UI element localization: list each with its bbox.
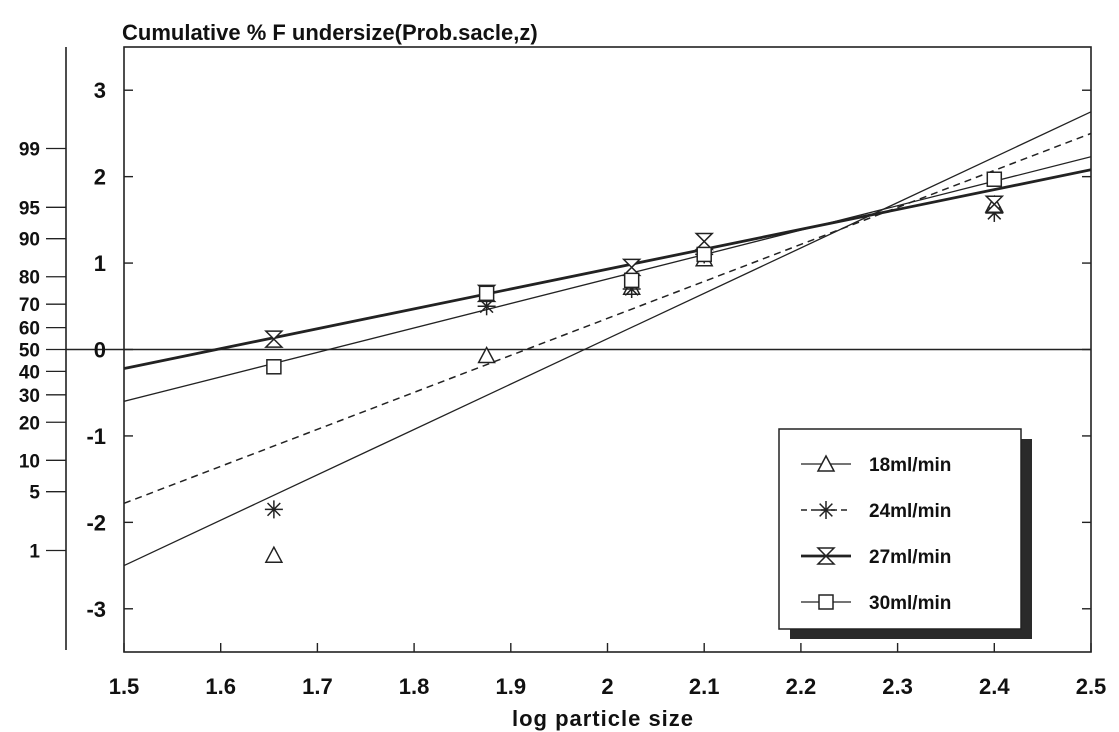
percent-tick-label: 70 — [19, 295, 40, 316]
legend-marker-hourglass — [816, 547, 836, 565]
y-tick-label: -2 — [86, 510, 106, 535]
x-tick-label: 1.6 — [205, 674, 236, 699]
x-tick-label: 2.4 — [979, 674, 1010, 699]
legend-label: 18ml/min — [869, 455, 951, 476]
fit-line-24ml-min — [124, 132, 1091, 505]
x-tick-label: 2 — [601, 674, 613, 699]
percent-tick-label: 30 — [19, 386, 40, 407]
percent-tick-label: 10 — [19, 451, 40, 472]
data-point-hourglass — [621, 258, 642, 277]
triangle-marker-shape — [816, 454, 836, 472]
hourglass-marker-shape — [621, 258, 642, 277]
y-tick-label: 1 — [94, 251, 106, 276]
percent-tick-label: 60 — [19, 319, 40, 340]
hourglass-marker-shape — [816, 547, 836, 565]
x-tick-label: 1.5 — [109, 674, 140, 699]
square-marker-shape — [623, 272, 640, 289]
legend-marker-square — [818, 594, 834, 610]
percent-tick-label: 99 — [19, 139, 40, 160]
legend-marker-asterisk — [817, 501, 835, 519]
percent-tick-label: 5 — [29, 483, 40, 504]
x-tick-label: 2.2 — [786, 674, 817, 699]
percent-tick-label: 1 — [29, 542, 40, 563]
data-point-square — [266, 359, 282, 375]
data-point-hourglass — [694, 232, 715, 251]
legend: 18ml/min 24ml/min 27ml/min 30ml/min — [778, 428, 1032, 639]
hourglass-marker-shape — [984, 195, 1005, 214]
x-axis-label: log particle size — [512, 706, 694, 731]
data-point-triangle — [477, 345, 496, 364]
x-tick-label: 2.3 — [882, 674, 913, 699]
legend-label: 24ml/min — [869, 501, 951, 522]
square-marker-shape — [986, 171, 1003, 187]
triangle-marker-shape — [477, 345, 496, 364]
legend-label: 27ml/min — [869, 547, 951, 568]
square-marker-shape — [696, 246, 712, 263]
y-tick-label: 0 — [94, 338, 106, 363]
x-tick-label: 1.7 — [302, 674, 333, 699]
legend-marker-triangle — [816, 454, 836, 472]
plot-area: 1.5 1.6 1.7 1.8 1.9 2 2.1 2.2 2.3 2.4 2.5 -3 -2 -1 0 1 2… — [19, 46, 1107, 699]
data-point-square — [478, 285, 495, 302]
fit-line-30ml-min — [124, 156, 1091, 402]
hourglass-marker-shape — [264, 330, 284, 348]
legend-label: 30ml/min — [869, 593, 951, 614]
data-point-hourglass — [984, 195, 1005, 214]
x-tick-label: 2.1 — [689, 674, 720, 699]
chart-title: Cumulative % F undersize(Prob.sacle,z) — [122, 20, 538, 45]
square-marker-shape — [478, 285, 495, 302]
triangle-marker-shape — [264, 545, 284, 563]
y-tick-label: 2 — [94, 165, 106, 190]
fit-line-27ml-min — [124, 168, 1091, 370]
data-point-square — [986, 171, 1003, 187]
data-point-asterisk — [264, 500, 283, 519]
data-point-hourglass — [264, 330, 284, 348]
x-tick-label: 1.9 — [496, 674, 527, 699]
y-tick-label: -1 — [86, 424, 106, 449]
percent-tick-label: 95 — [19, 198, 41, 219]
x-tick-label: 1.8 — [399, 674, 430, 699]
square-marker-shape — [818, 594, 834, 610]
hourglass-marker-shape — [694, 232, 715, 251]
data-point-triangle — [264, 545, 284, 563]
percent-tick-label: 20 — [19, 413, 40, 434]
data-point-square — [623, 272, 640, 289]
percent-tick-label: 40 — [19, 362, 40, 383]
y-tick-label: 3 — [94, 78, 106, 103]
asterisk-stroke — [819, 503, 833, 517]
x-tick-label: 2.5 — [1076, 674, 1107, 699]
fit-line-18ml-min — [124, 111, 1091, 567]
percent-tick-label: 50 — [19, 341, 40, 362]
percent-tick-label: 80 — [19, 268, 40, 289]
square-marker-shape — [266, 359, 282, 375]
percent-tick-label: 90 — [19, 230, 40, 251]
asterisk-stroke — [266, 502, 281, 517]
data-point-square — [696, 246, 712, 263]
y-tick-label: -3 — [86, 597, 106, 622]
